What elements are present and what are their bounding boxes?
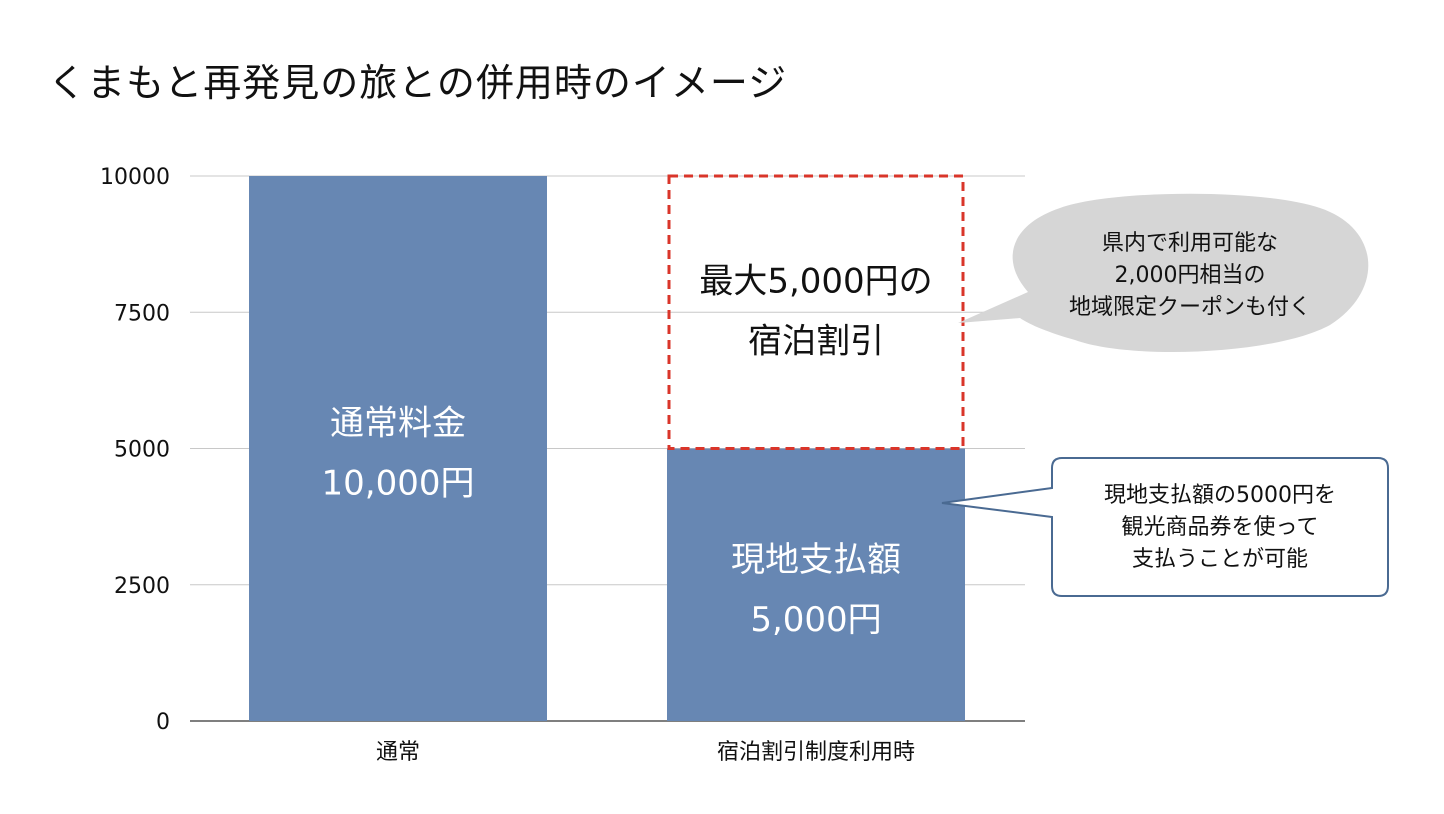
x-tick-label-0: 通常 bbox=[376, 740, 420, 765]
coupon-bubble-line-2: 2,000円相当の bbox=[1115, 263, 1266, 288]
voucher-callout-line-1: 現地支払額の5000円を bbox=[1104, 483, 1336, 508]
x-tick-label-1: 宿泊割引制度利用時 bbox=[717, 740, 915, 765]
x-axis-ticks: 通常 宿泊割引制度利用時 bbox=[376, 740, 915, 765]
coupon-bubble-line-1: 県内で利用可能な bbox=[1102, 231, 1278, 256]
bar-label-1-line-2: 5,000円 bbox=[750, 600, 881, 640]
bar-discount-scheme bbox=[667, 448, 965, 721]
bar-label-0-line-1: 通常料金 bbox=[330, 404, 466, 444]
discount-label-line-2: 宿泊割引 bbox=[748, 321, 884, 361]
bar-normal bbox=[249, 176, 547, 721]
coupon-bubble-shape bbox=[958, 193, 1369, 352]
discount-label-line-1: 最大5,000円の bbox=[699, 261, 932, 301]
voucher-callout-shape bbox=[941, 457, 1389, 597]
voucher-callout-line-3: 支払うことが可能 bbox=[1132, 547, 1308, 572]
coupon-bubble-line-3: 地域限定クーポンも付く bbox=[1069, 295, 1311, 320]
bar-label-1-line-1: 現地支払額 bbox=[731, 540, 901, 580]
y-tick-label-2500: 2500 bbox=[114, 574, 170, 599]
coupon-bubble: 県内で利用可能な 2,000円相当の 地域限定クーポンも付く bbox=[958, 193, 1369, 352]
y-axis-ticks: 0 2500 5000 7500 10000 bbox=[100, 165, 170, 735]
discount-segment bbox=[667, 174, 965, 450]
y-tick-label-0: 0 bbox=[156, 710, 170, 735]
bar-label-0-line-2: 10,000円 bbox=[322, 464, 475, 504]
bars bbox=[249, 174, 965, 721]
voucher-callout: 現地支払額の5000円を 観光商品券を使って 支払うことが可能 bbox=[941, 457, 1389, 597]
y-tick-label-5000: 5000 bbox=[114, 438, 170, 463]
y-tick-label-10000: 10000 bbox=[100, 165, 170, 190]
chart-title: くまもと再発見の旅との併用時のイメージ bbox=[48, 61, 788, 105]
y-tick-label-7500: 7500 bbox=[114, 301, 170, 326]
voucher-callout-line-2: 観光商品券を使って bbox=[1122, 515, 1319, 540]
